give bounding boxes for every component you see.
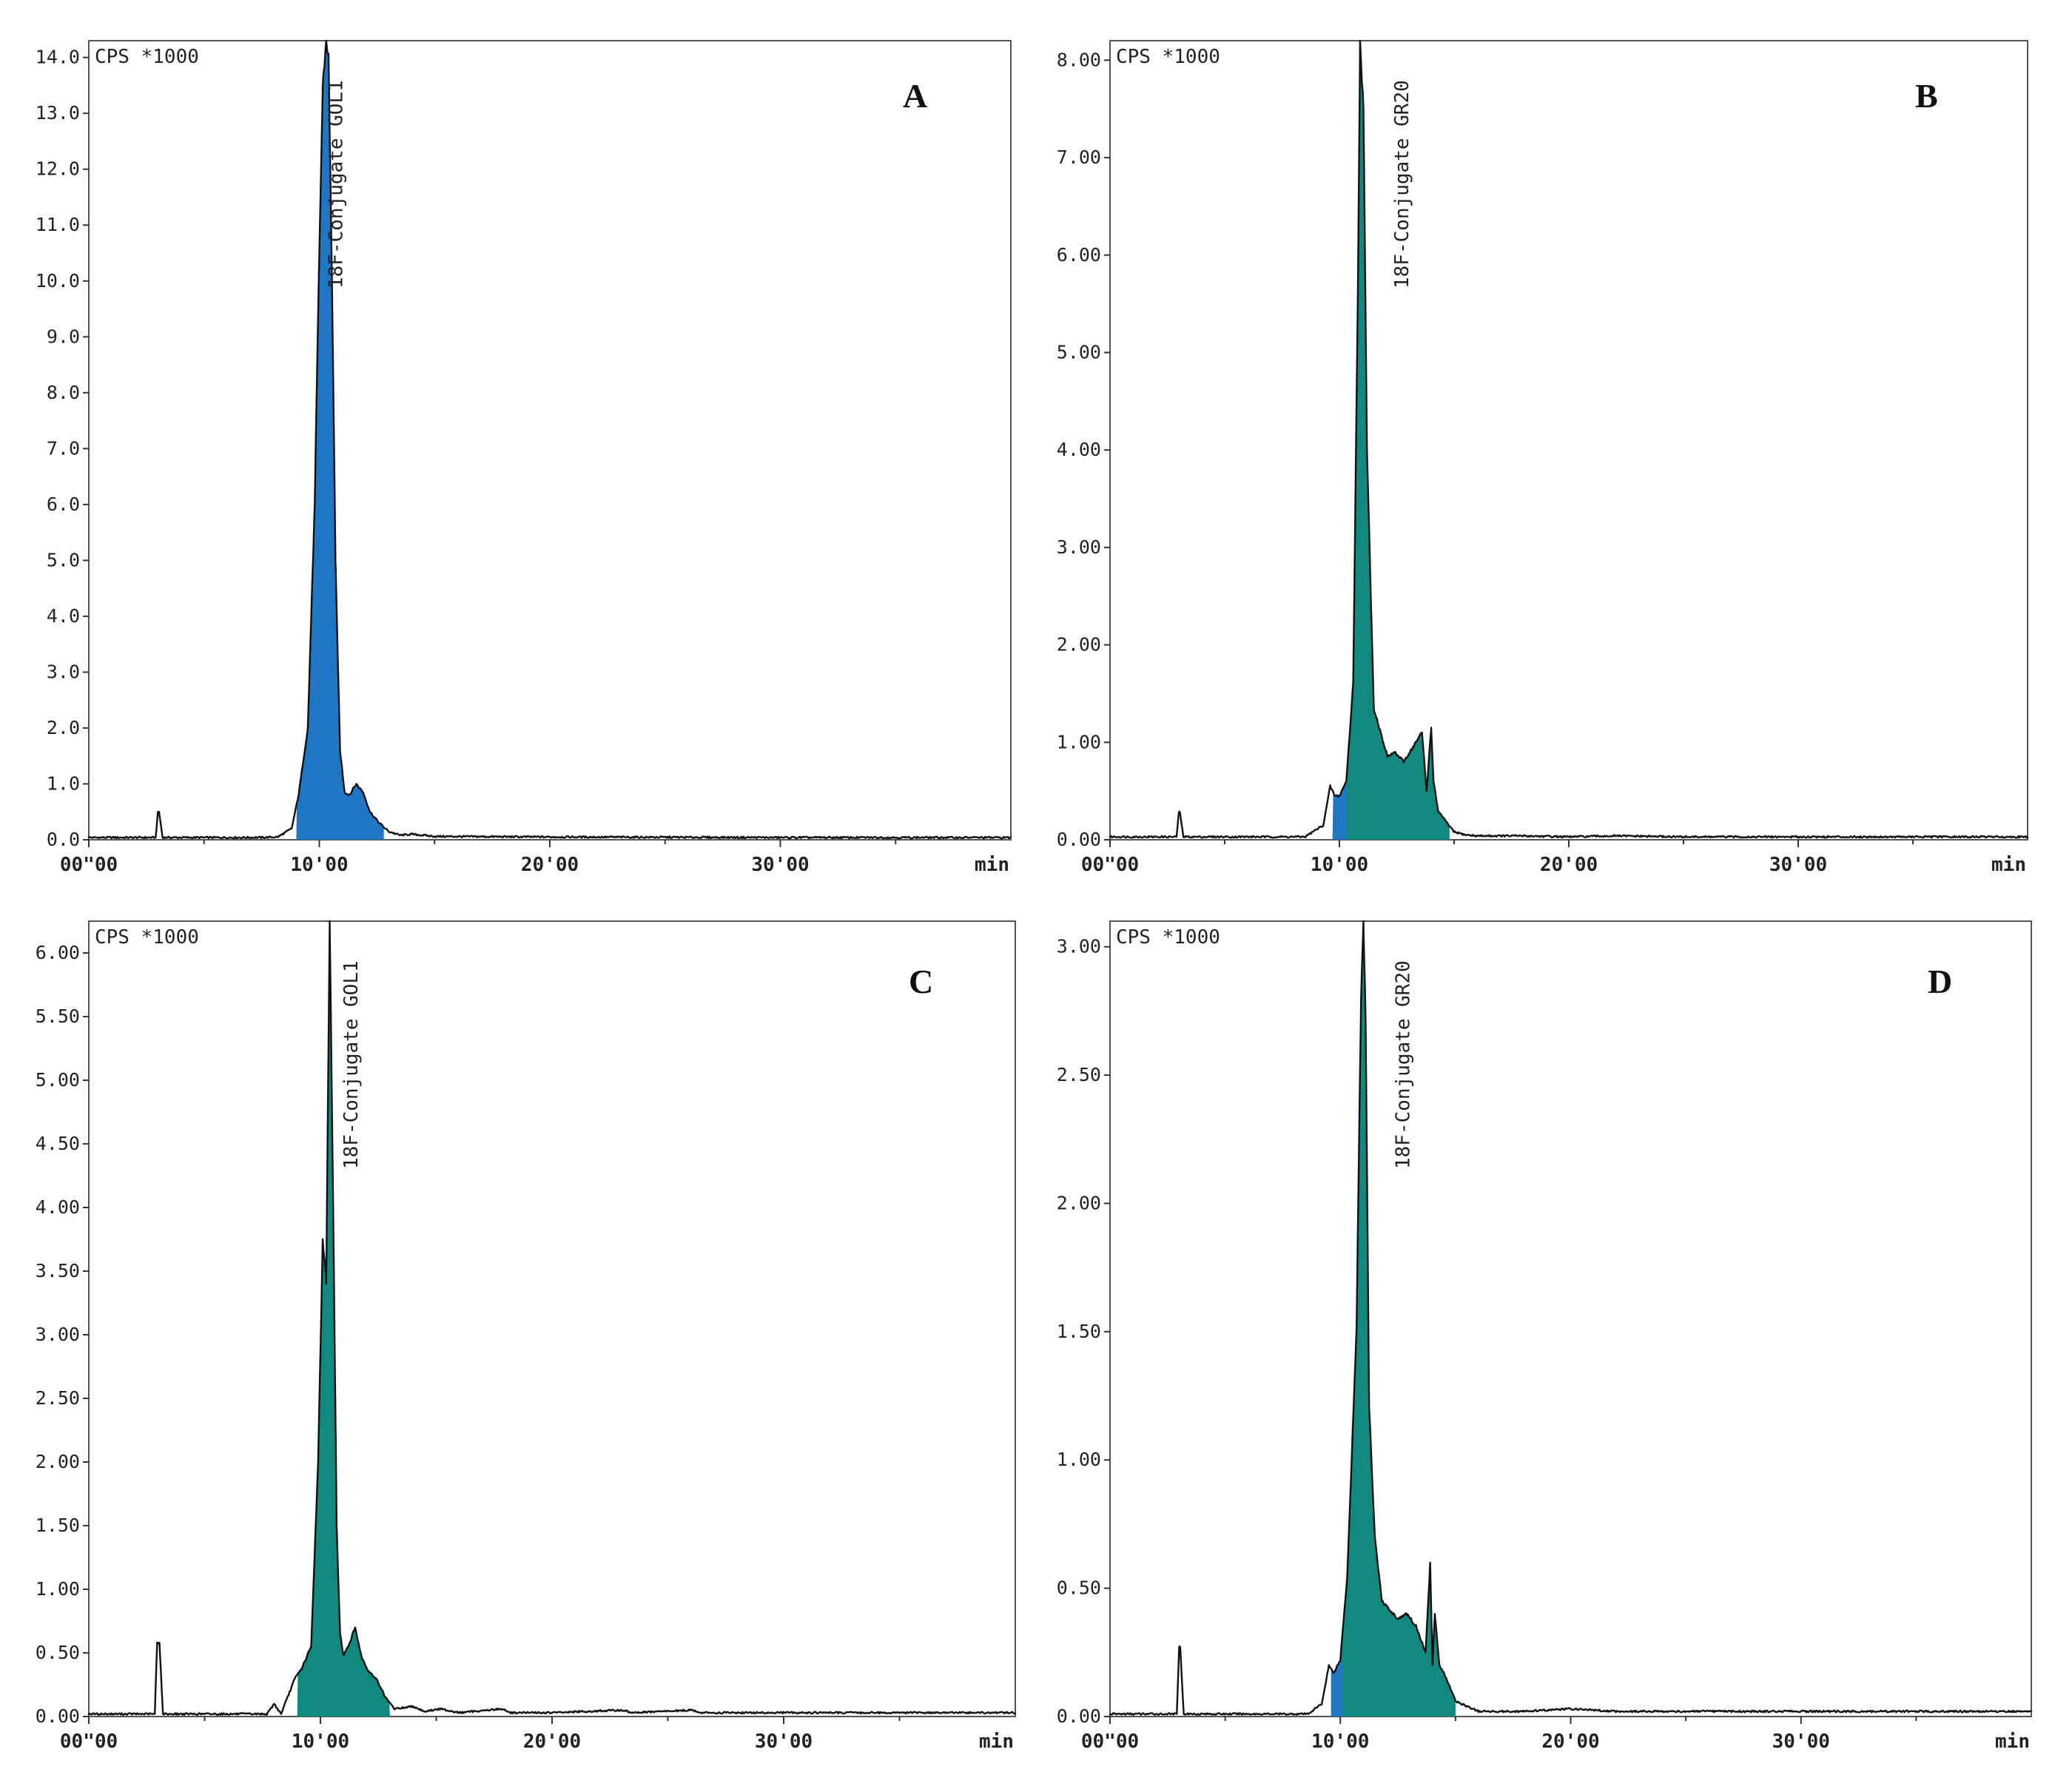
y-tick-label: 1.50 — [1057, 1321, 1101, 1342]
y-tick-label: 3.0 — [47, 661, 80, 682]
x-tick-label: 20'00 — [1540, 854, 1598, 876]
y-tick-label: 2.50 — [1057, 1064, 1101, 1085]
y-tick-label: 1.0 — [47, 772, 80, 794]
x-tick-label: 00"00 — [60, 854, 118, 876]
y-tick-label: 8.00 — [1057, 49, 1101, 70]
chromatogram-panel-d: 0.00 0.50 1.00 1.50 2.00 2.50 3.00 00"00 10'00 20… — [1057, 920, 2033, 1753]
x-tick-label: 00"00 — [60, 1731, 118, 1753]
x-tick-label: 10'00 — [292, 1731, 349, 1753]
x-tick-label: 30'00 — [755, 1731, 813, 1753]
panel-letter: B — [1915, 77, 1938, 115]
y-tick-label: 5.00 — [36, 1069, 80, 1091]
y-tick-label: 2.0 — [47, 717, 80, 738]
x-tick-label: 30'00 — [1769, 854, 1827, 876]
y-tick-label: 4.00 — [1057, 439, 1101, 460]
y-tick-label: 0.00 — [36, 1705, 80, 1727]
y-tick-label: 14.0 — [36, 47, 80, 68]
x-tick-label: 00"00 — [1081, 1731, 1139, 1753]
peak-area — [1332, 41, 1450, 840]
x-tick-label: 10'00 — [1311, 1731, 1369, 1753]
y-tick-label: 1.00 — [36, 1578, 80, 1600]
y-tick-label: 4.50 — [36, 1133, 80, 1154]
y-tick-label: 0.0 — [47, 829, 80, 850]
y-tick-label: 5.0 — [47, 549, 80, 570]
y-tick-label: 0.00 — [1057, 1705, 1101, 1727]
peak-area — [296, 41, 384, 840]
peak-annotation: 18F-Conjugate GR20 — [1391, 80, 1413, 289]
y-tick-label: 4.0 — [47, 605, 80, 627]
y-unit-label: CPS *1000 — [1116, 926, 1220, 949]
plot-frame — [88, 40, 1012, 841]
y-tick-label: 6.0 — [47, 494, 80, 515]
panel-letter: C — [909, 963, 933, 1000]
y-tick-label: 0.50 — [1057, 1577, 1101, 1599]
y-tick-label: 11.0 — [36, 214, 80, 235]
chromatogram-panel-c: 0.00 0.50 1.00 1.50 2.00 2.50 3.00 3.50 4.00 4.50… — [36, 920, 1017, 1753]
plot-frame — [1109, 920, 2032, 1717]
minor-peak-area — [1331, 1634, 1343, 1717]
x-tick-label: 10'00 — [1311, 854, 1368, 876]
x-axis-label: min — [1995, 1731, 2030, 1753]
y-tick-label: 3.50 — [36, 1260, 80, 1281]
trace-line — [87, 920, 1017, 1716]
x-tick-label: 20'00 — [523, 1731, 581, 1753]
plot-frame — [88, 920, 1016, 1717]
y-tick-label: 2.00 — [1057, 634, 1101, 656]
y-tick-label: 7.0 — [47, 437, 80, 459]
y-tick-label: 5.50 — [36, 1006, 80, 1027]
x-tick-label: 30'00 — [1772, 1731, 1830, 1753]
y-tick-label: 2.50 — [36, 1387, 80, 1409]
y-tick-label: 1.00 — [1057, 731, 1101, 752]
y-tick-label: 3.00 — [1057, 936, 1101, 957]
x-axis-label: min — [1991, 854, 2026, 876]
peak-annotation: 18F-Conjugate GOL1 — [340, 960, 363, 1169]
x-tick-label: 20'00 — [1541, 1731, 1599, 1753]
chromatogram-panel-b: 0.00 1.00 2.00 3.00 4.00 5.00 6.00 7.00 8.00 00"0… — [1057, 39, 2029, 876]
peak-annotation: 18F-Conjugate GOL1 — [326, 80, 348, 289]
plot-frame — [1109, 40, 2028, 841]
y-tick-label: 3.00 — [1057, 536, 1101, 558]
x-tick-label: 00"00 — [1081, 854, 1139, 876]
y-tick-label: 4.00 — [36, 1196, 80, 1218]
x-tick-label: 10'00 — [290, 854, 348, 876]
y-tick-label: 7.00 — [1057, 146, 1101, 168]
panel-letter: A — [903, 77, 927, 115]
trace-line — [1109, 39, 2029, 839]
y-tick-label: 12.0 — [36, 158, 80, 180]
y-tick-label: 10.0 — [36, 270, 80, 292]
y-unit-label: CPS *1000 — [95, 926, 199, 949]
y-tick-label: 8.0 — [47, 382, 80, 403]
y-tick-label: 1.00 — [1057, 1449, 1101, 1470]
y-unit-label: CPS *1000 — [1116, 46, 1220, 68]
y-tick-label: 0.50 — [36, 1642, 80, 1663]
y-tick-label: 0.00 — [1057, 829, 1101, 850]
peak-area — [1331, 921, 1456, 1717]
y-tick-label: 6.00 — [1057, 244, 1101, 266]
x-tick-label: 20'00 — [521, 854, 579, 876]
y-tick-label: 9.0 — [47, 326, 80, 347]
peak-annotation: 18F-Conjugate GR20 — [1393, 960, 1415, 1169]
trace-line — [1109, 920, 2033, 1716]
y-tick-label: 2.00 — [1057, 1192, 1101, 1213]
chromatogram-panel-a: 0.0 1.0 2.0 3.0 4.0 5.0 6.0 7.0 8.0 9.0 10.0 11.0 12… — [36, 39, 1012, 876]
peak-area — [297, 921, 390, 1717]
y-tick-label: 5.00 — [1057, 341, 1101, 363]
trace-line — [87, 39, 1012, 840]
y-tick-label: 1.50 — [36, 1515, 80, 1536]
x-axis-label: min — [975, 854, 1009, 876]
y-tick-label: 2.00 — [36, 1451, 80, 1472]
panel-letter: D — [1928, 963, 1952, 1000]
y-tick-label: 3.00 — [36, 1324, 80, 1345]
y-unit-label: CPS *1000 — [95, 46, 199, 68]
x-axis-label: min — [979, 1731, 1014, 1753]
y-tick-label: 6.00 — [36, 942, 80, 963]
y-tick-label: 13.0 — [36, 102, 80, 124]
x-tick-label: 30'00 — [751, 854, 809, 876]
